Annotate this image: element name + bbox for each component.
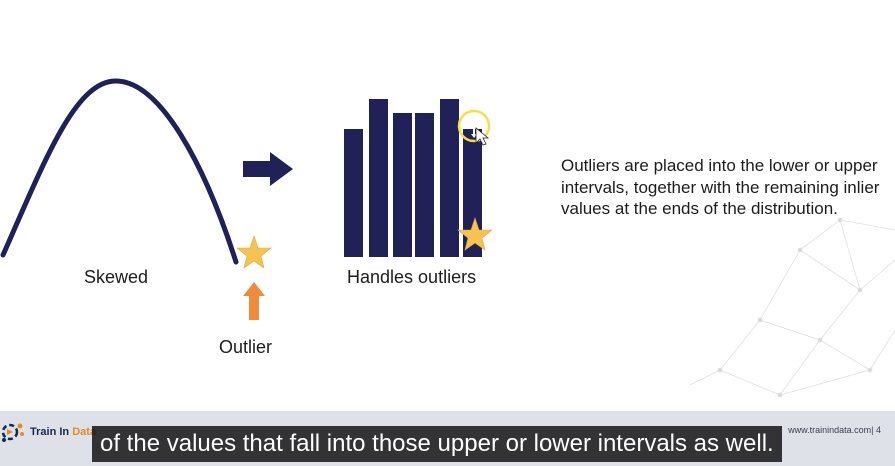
logo-icon bbox=[1, 423, 24, 442]
bar-icon bbox=[393, 113, 412, 257]
network-mesh-decoration bbox=[689, 217, 895, 398]
logo-text: Train In Data bbox=[30, 426, 97, 438]
slide-art bbox=[0, 78, 895, 398]
train-in-data-logo: Train In Data bbox=[0, 420, 96, 444]
page-number: 4 bbox=[875, 425, 881, 435]
skewed-curve-icon bbox=[0, 78, 239, 265]
bars-graphic bbox=[344, 99, 482, 257]
bar-icon bbox=[415, 113, 434, 257]
footer-url: www.trainindata.com| 4 bbox=[788, 425, 881, 435]
subtitle-caption: of the values that fall into those upper… bbox=[92, 426, 782, 462]
up-arrow-icon bbox=[243, 282, 265, 320]
handles-outliers-label: Handles outliers bbox=[347, 267, 477, 287]
skewed-label: Skewed bbox=[84, 267, 149, 287]
move-cursor-icon bbox=[457, 109, 491, 146]
star-icon bbox=[236, 235, 272, 269]
outlier-label: Outlier bbox=[219, 337, 273, 357]
bar-icon bbox=[344, 129, 363, 257]
bar-icon bbox=[369, 99, 388, 257]
description-text: Outliers are placed into the lower or up… bbox=[561, 156, 880, 218]
star-icon bbox=[457, 217, 493, 251]
right-arrow-icon bbox=[243, 152, 293, 186]
bar-icon bbox=[440, 99, 459, 257]
